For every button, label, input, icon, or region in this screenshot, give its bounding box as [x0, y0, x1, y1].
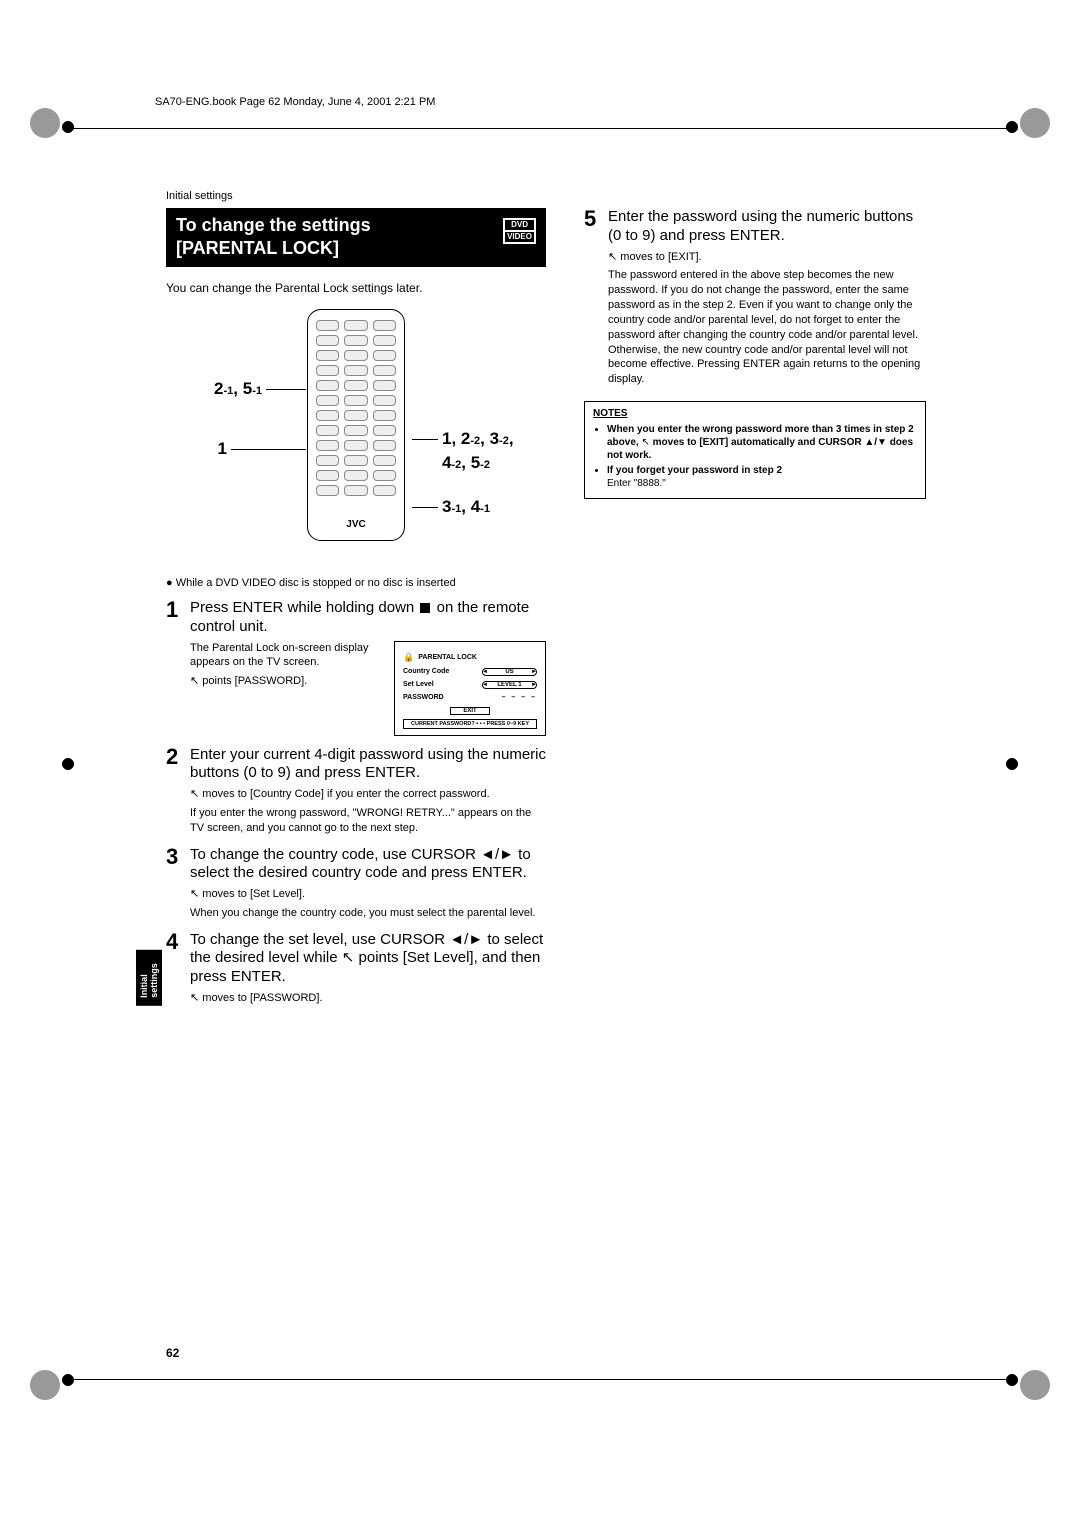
step-number: 3	[166, 846, 182, 921]
precondition-bullet: While a DVD VIDEO disc is stopped or no …	[166, 577, 546, 589]
step-subtext: If you enter the wrong password, "WRONG!…	[190, 806, 546, 836]
callout-line	[231, 449, 306, 450]
osd-row-label: PASSWORD	[403, 694, 444, 701]
step-subtext: ↖ moves to [Set Level].	[190, 887, 546, 902]
cursor-icon: ↖	[342, 949, 355, 968]
step-heading-text: Press ENTER while holding down	[190, 599, 418, 616]
callout-line	[412, 507, 438, 508]
step-heading: Enter your current 4-digit password usin…	[190, 746, 546, 784]
parental-lock-osd: 🔒 PARENTAL LOCK Country Code US Set Level L…	[394, 641, 546, 736]
osd-header: 🔒 PARENTAL LOCK	[403, 652, 537, 663]
remote-body: JVC	[307, 309, 405, 541]
callout-label: 1, 2-2, 3-2,	[442, 429, 514, 449]
step-heading: To change the set level, use CURSOR ◄/► …	[190, 931, 546, 987]
osd-title: PARENTAL LOCK	[418, 654, 477, 661]
cursor-icon: ↖	[641, 436, 649, 449]
remote-diagram: 2-1, 5-1 1 1, 2-2, 3-2, 4-2, 5-2 3-1	[166, 309, 546, 569]
step-heading: Enter the password using the numeric but…	[608, 208, 926, 246]
notes-item: When you enter the wrong password more t…	[607, 423, 917, 462]
dvd-badge-bottom: VIDEO	[503, 232, 536, 244]
callout-line	[266, 389, 306, 390]
step-subtext: ↖ moves to [Country Code] if you enter t…	[190, 787, 546, 802]
osd-row-label: Country Code	[403, 668, 449, 675]
notes-box: NOTES When you enter the wrong password …	[584, 401, 926, 499]
step-subtext-span: moves to [Set Level].	[199, 888, 305, 900]
step-subtext: ↖ moves to [EXIT].	[608, 250, 926, 265]
callout-1-2-2-3-2: 1, 2-2, 3-2, 4-2, 5-2	[412, 429, 514, 473]
lock-icon: 🔒	[403, 652, 414, 663]
callout-label: 1	[218, 439, 227, 459]
step-2: 2 Enter your current 4-digit password us…	[166, 746, 546, 836]
corner-dot	[30, 1370, 60, 1400]
section-label: Initial settings	[166, 190, 546, 202]
cursor-icon: ↖	[190, 787, 199, 802]
right-column: 5 Enter the password using the numeric b…	[584, 190, 926, 1006]
notes-item-body: Enter "8888."	[607, 478, 666, 489]
callout-label: 4-2, 5-2	[442, 453, 490, 473]
step-subtext-span: moves to [PASSWORD].	[199, 992, 322, 1004]
step-3: 3 To change the country code, use CURSOR…	[166, 846, 546, 921]
osd-footer: CURRENT PASSWORD? • • • PRESS 0~9 KEY	[403, 719, 537, 729]
cursor-icon: ↖	[608, 250, 617, 265]
cursor-icon: ↖	[190, 674, 199, 689]
step-subtext: ↖ points [PASSWORD].	[190, 674, 372, 689]
dvd-badge-top: DVD	[503, 218, 536, 232]
remote-brand-label: JVC	[308, 519, 404, 530]
side-tab-label: Initial settings	[136, 950, 162, 1006]
step-subtext-span: moves to [Country Code] if you enter the…	[199, 788, 489, 800]
cursor-icon: ↖	[190, 991, 199, 1006]
osd-row-value: LEVEL 1	[482, 681, 537, 689]
page-content: Initial settings To change the settings …	[166, 190, 926, 1006]
notes-item-text: moves to [EXIT] automatically and CURSOR…	[607, 437, 913, 461]
title-text: To change the settings [PARENTAL LOCK]	[176, 214, 371, 259]
step-subtext-span: moves to [EXIT].	[617, 251, 701, 263]
callout-label: 3-1, 4-1	[442, 497, 490, 517]
step-4: 4 To change the set level, use CURSOR ◄/…	[166, 931, 546, 1006]
page-number: 62	[166, 1346, 179, 1360]
stop-icon	[420, 603, 430, 613]
notes-title: NOTES	[593, 408, 917, 419]
osd-row-value: US	[482, 668, 537, 676]
step-subtext: The Parental Lock on-screen display appe…	[190, 641, 372, 671]
corner-dot	[1020, 1370, 1050, 1400]
step-number: 5	[584, 208, 600, 387]
step-heading: Press ENTER while holding down on the re…	[190, 599, 546, 637]
step-subtext: When you change the country code, you mu…	[190, 906, 546, 921]
step-number: 2	[166, 746, 182, 836]
step-number: 4	[166, 931, 182, 1006]
title-bar: To change the settings [PARENTAL LOCK] D…	[166, 208, 546, 267]
title-line-2: [PARENTAL LOCK]	[176, 238, 339, 258]
notes-item: If you forget your password in step 2 En…	[607, 464, 917, 490]
remote-buttons	[316, 320, 396, 530]
notes-item-title: If you forget your password in step 2	[607, 465, 782, 476]
left-column: Initial settings To change the settings …	[166, 190, 546, 1006]
step-5: 5 Enter the password using the numeric b…	[584, 208, 926, 387]
cursor-icon: ↖	[190, 887, 199, 902]
callout-line	[412, 439, 438, 440]
callout-3-1-4-1: 3-1, 4-1	[412, 497, 490, 517]
step-1: 1 Press ENTER while holding down on the …	[166, 599, 546, 736]
intro-text: You can change the Parental Lock setting…	[166, 281, 546, 295]
step-subtext: The password entered in the above step b…	[608, 268, 926, 387]
corner-dot	[1020, 108, 1050, 138]
step-subtext: ↖ moves to [PASSWORD].	[190, 991, 546, 1006]
step-heading: To change the country code, use CURSOR ◄…	[190, 846, 546, 884]
callout-label: 2-1, 5-1	[214, 379, 262, 399]
title-line-1: To change the settings	[176, 215, 371, 235]
step-subtext-span: points [PASSWORD].	[199, 675, 307, 687]
header-line: SA70-ENG.book Page 62 Monday, June 4, 20…	[155, 96, 435, 108]
osd-row-label: Set Level	[403, 681, 434, 688]
callout-2-1-5-1: 2-1, 5-1	[214, 379, 306, 399]
dvd-video-badge: DVD VIDEO	[503, 214, 536, 244]
osd-row-value: – – – –	[502, 694, 537, 701]
callout-1: 1	[218, 439, 306, 459]
step-number: 1	[166, 599, 182, 736]
osd-exit: EXIT	[450, 707, 490, 715]
